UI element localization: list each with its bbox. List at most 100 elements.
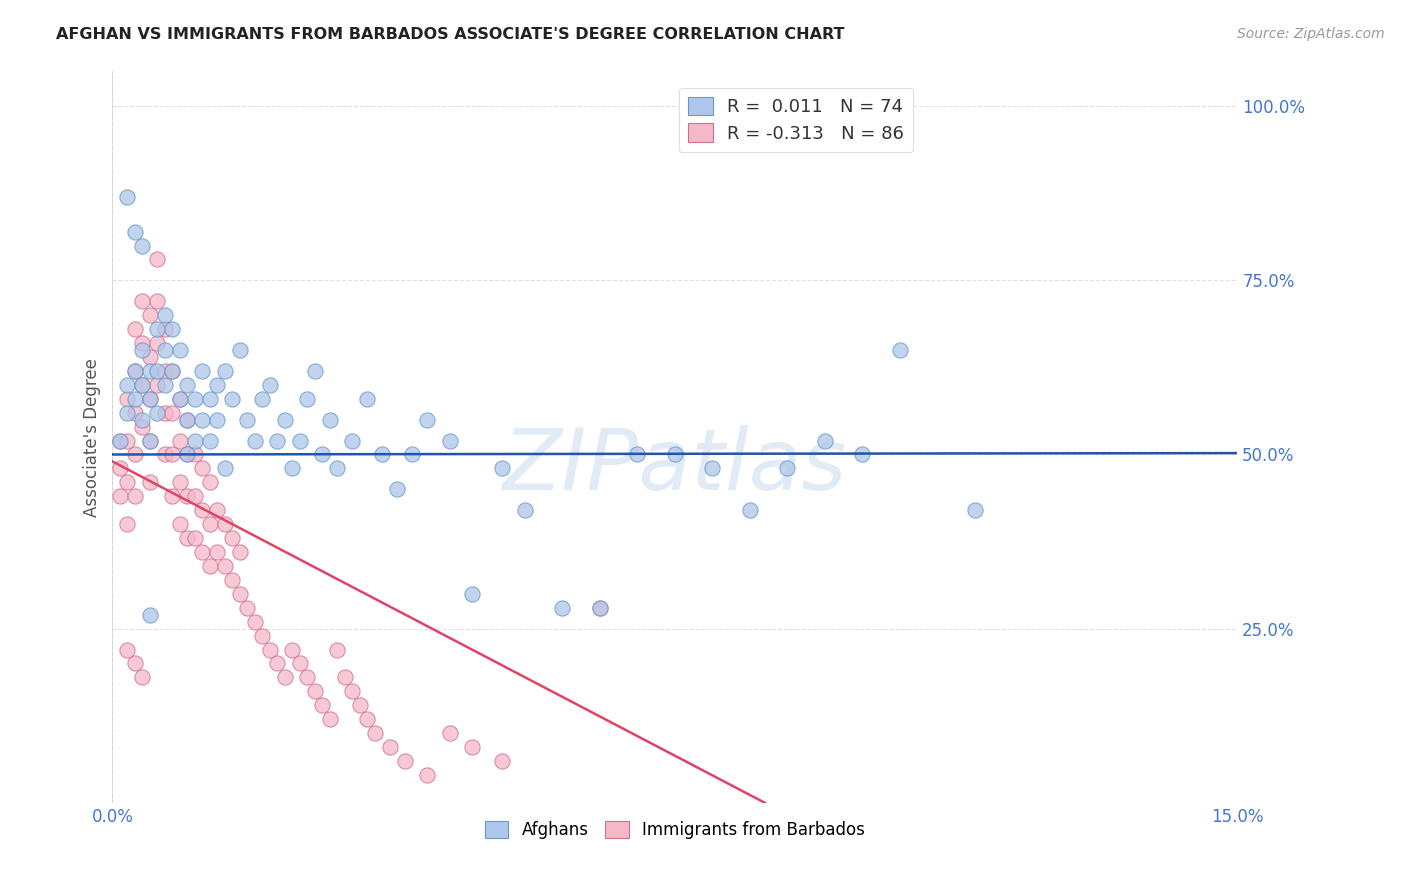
Point xyxy=(198,475,221,490)
Point xyxy=(124,364,146,378)
Point xyxy=(207,545,229,559)
Point xyxy=(214,364,236,378)
Point xyxy=(124,489,146,503)
Point xyxy=(214,517,236,532)
Point xyxy=(153,448,176,462)
Point xyxy=(162,489,184,503)
Point xyxy=(738,503,761,517)
Legend: Afghans, Immigrants from Barbados: Afghans, Immigrants from Barbados xyxy=(478,814,872,846)
Point xyxy=(191,461,214,475)
Point xyxy=(326,642,349,657)
Point xyxy=(131,412,153,426)
Point xyxy=(356,712,378,726)
Point xyxy=(311,698,333,713)
Point xyxy=(364,726,387,740)
Point xyxy=(266,434,288,448)
Point xyxy=(117,377,139,392)
Point xyxy=(198,558,221,573)
Point xyxy=(378,740,401,755)
Point xyxy=(342,684,364,698)
Point xyxy=(146,377,169,392)
Point xyxy=(108,434,131,448)
Point xyxy=(146,364,169,378)
Point xyxy=(191,503,214,517)
Point xyxy=(491,461,513,475)
Point xyxy=(169,343,191,357)
Point xyxy=(162,364,184,378)
Point xyxy=(131,294,153,309)
Point xyxy=(184,531,207,545)
Point xyxy=(146,294,169,309)
Point xyxy=(274,412,297,426)
Point xyxy=(589,600,612,615)
Text: Source: ZipAtlas.com: Source: ZipAtlas.com xyxy=(1237,27,1385,41)
Point xyxy=(124,406,146,420)
Point xyxy=(297,392,319,406)
Point xyxy=(776,461,799,475)
Point xyxy=(146,336,169,351)
Point xyxy=(184,392,207,406)
Point xyxy=(333,670,356,684)
Point xyxy=(243,434,266,448)
Point xyxy=(252,392,274,406)
Point xyxy=(198,434,221,448)
Point xyxy=(229,587,252,601)
Point xyxy=(439,434,461,448)
Point xyxy=(153,308,176,322)
Text: ZIPatlas: ZIPatlas xyxy=(503,425,846,508)
Point xyxy=(229,545,252,559)
Point xyxy=(319,712,342,726)
Point xyxy=(207,503,229,517)
Point xyxy=(207,377,229,392)
Point xyxy=(139,434,162,448)
Y-axis label: Associate's Degree: Associate's Degree xyxy=(83,358,101,516)
Point xyxy=(176,377,198,392)
Point xyxy=(889,343,911,357)
Point xyxy=(416,412,439,426)
Point xyxy=(342,434,364,448)
Point xyxy=(131,336,153,351)
Point xyxy=(131,343,153,357)
Point xyxy=(139,308,162,322)
Point xyxy=(401,448,423,462)
Point xyxy=(319,412,342,426)
Point xyxy=(281,461,304,475)
Point xyxy=(191,545,214,559)
Point xyxy=(281,642,304,657)
Point xyxy=(304,684,326,698)
Point xyxy=(153,364,176,378)
Point xyxy=(461,740,484,755)
Point xyxy=(589,600,612,615)
Point xyxy=(551,600,574,615)
Point xyxy=(394,754,416,768)
Point xyxy=(124,448,146,462)
Point xyxy=(131,238,153,252)
Point xyxy=(229,343,252,357)
Point xyxy=(162,406,184,420)
Point xyxy=(169,475,191,490)
Point xyxy=(139,350,162,364)
Point xyxy=(146,252,169,267)
Point xyxy=(304,364,326,378)
Point xyxy=(274,670,297,684)
Point xyxy=(176,448,198,462)
Point xyxy=(169,392,191,406)
Point xyxy=(349,698,371,713)
Point xyxy=(214,558,236,573)
Point xyxy=(117,406,139,420)
Point xyxy=(184,489,207,503)
Point xyxy=(176,412,198,426)
Point xyxy=(491,754,513,768)
Point xyxy=(124,225,146,239)
Point xyxy=(664,448,686,462)
Point xyxy=(131,419,153,434)
Point xyxy=(124,392,146,406)
Point xyxy=(124,657,146,671)
Point xyxy=(356,392,378,406)
Point xyxy=(131,670,153,684)
Point xyxy=(963,503,986,517)
Point xyxy=(131,377,153,392)
Point xyxy=(108,489,131,503)
Point xyxy=(198,517,221,532)
Point xyxy=(176,531,198,545)
